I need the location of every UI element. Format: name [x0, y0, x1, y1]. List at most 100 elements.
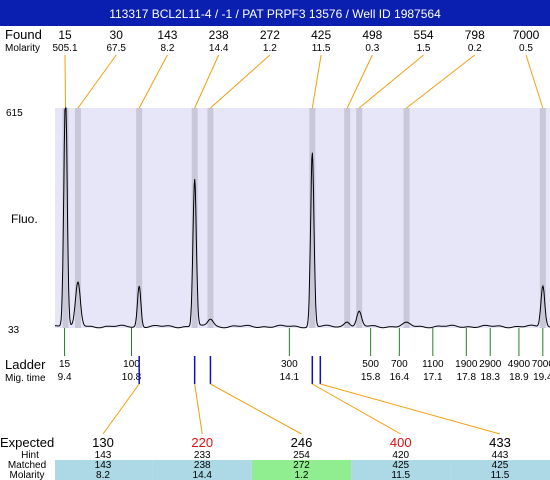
matched-molarity-value: 11.5 [391, 470, 410, 480]
peak-band [74, 108, 81, 328]
found-connector-line [525, 54, 544, 109]
hint-value: 233 [194, 450, 211, 461]
ladder-size-label: 1100 [422, 359, 444, 370]
matched-molarity-value: 1.2 [295, 470, 309, 480]
expected-size-label: 246 [291, 435, 313, 450]
hint-label: Hint [21, 450, 39, 461]
y-max-label: 615 [6, 108, 23, 119]
found-size-label: 143 [157, 28, 177, 42]
found-size-label: 425 [311, 28, 331, 42]
found-size-label: 238 [209, 28, 229, 42]
matched-cell-bg [152, 460, 252, 480]
found-molarity-label: 0.5 [519, 43, 533, 54]
found-connector-line [346, 54, 373, 109]
ladder-size-label: 300 [281, 359, 298, 370]
header-bar [0, 0, 550, 26]
found-molarity-label: 8.2 [160, 43, 174, 54]
matched-label: Matched [8, 460, 46, 471]
y-axis-label: Fluo. [11, 212, 38, 226]
found-size-label: 272 [260, 28, 280, 42]
ladder-size-label: 100 [123, 359, 140, 370]
molarity-label: Molarity [5, 43, 40, 54]
matched-molarity-value: 11.5 [491, 470, 510, 480]
found-connector-line [406, 54, 476, 109]
hint-value: 420 [392, 450, 409, 461]
found-molarity-label: 0.2 [468, 43, 482, 54]
plot-area [55, 108, 550, 328]
matched-value: 143 [95, 460, 112, 471]
expected-size-label: 400 [390, 435, 412, 450]
ladder-size-label: 4900 [508, 359, 531, 370]
found-molarity-label: 1.2 [263, 43, 277, 54]
found-connector-line [64, 54, 67, 109]
found-size-label: 7000 [513, 28, 540, 42]
matched-value: 272 [293, 460, 310, 471]
found-size-label: 798 [465, 28, 485, 42]
found-size-label: 554 [414, 28, 434, 42]
y-min-label: 33 [8, 325, 20, 336]
hint-value: 143 [95, 450, 112, 461]
expected-connector-line [312, 383, 401, 435]
peak-band [207, 108, 214, 328]
expected-connector-line [194, 383, 203, 435]
molarity-bottom-label: Molarity [9, 470, 44, 480]
ladder-size-label: 2900 [479, 359, 502, 370]
peak-band [62, 108, 69, 328]
found-connector-line [210, 54, 271, 109]
expected-connector-line [320, 383, 501, 435]
found-molarity-label: 0.3 [365, 43, 379, 54]
peak-band [309, 108, 316, 328]
ladder-time-label: 18.9 [509, 372, 529, 383]
peak-band [344, 108, 351, 328]
found-size-label: 30 [110, 28, 124, 42]
found-connector-line [138, 54, 168, 109]
ladder-time-label: 18.3 [480, 372, 500, 383]
matched-cell-bg [351, 460, 451, 480]
peak-band [356, 108, 363, 328]
matched-value: 238 [194, 460, 211, 471]
peak-band [403, 108, 410, 328]
ladder-time-label: 17.1 [423, 372, 443, 383]
found-molarity-label: 1.5 [417, 43, 431, 54]
ladder-size-label: 15 [59, 359, 71, 370]
found-molarity-label: 505.1 [52, 43, 77, 54]
found-molarity-label: 11.5 [312, 43, 331, 54]
found-size-label: 498 [362, 28, 382, 42]
ladder-size-label: 7000 [532, 359, 550, 370]
ladder-time-label: 17.8 [457, 372, 477, 383]
matched-cell-bg [251, 460, 352, 480]
peak-band [539, 108, 546, 328]
mig-time-label: Mig. time [5, 373, 46, 384]
ladder-time-label: 19.4 [533, 372, 550, 383]
ladder-label: Ladder [5, 357, 46, 372]
hint-value: 443 [492, 450, 509, 461]
found-molarity-label: 14.4 [209, 43, 229, 54]
ladder-size-label: 700 [391, 359, 408, 370]
peak-band [191, 108, 198, 328]
ladder-time-label: 9.4 [58, 372, 72, 383]
ladder-size-label: 1900 [455, 359, 478, 370]
expected-size-label: 130 [92, 435, 114, 450]
expected-connector-line [210, 383, 302, 435]
ladder-time-label: 10.8 [122, 372, 142, 383]
found-size-label: 15 [58, 28, 72, 42]
found-connector-line [358, 54, 424, 109]
ladder-time-label: 15.8 [361, 372, 381, 383]
chart-title: 113317 BCL2L11-4 / -1 / PAT PRPF3 13576 … [109, 7, 441, 21]
ladder-size-label: 500 [362, 359, 379, 370]
matched-value: 425 [492, 460, 509, 471]
ladder-time-label: 14.1 [280, 372, 300, 383]
expected-connector-line [102, 383, 140, 435]
ladder-time-label: 16.4 [390, 372, 410, 383]
found-connector-line [77, 54, 117, 109]
hint-value: 254 [293, 450, 310, 461]
matched-cell-bg [450, 460, 550, 480]
found-connector-line [311, 54, 322, 109]
matched-molarity-value: 8.2 [96, 470, 110, 480]
matched-value: 425 [392, 460, 409, 471]
expected-size-label: 433 [489, 435, 511, 450]
found-molarity-label: 67.5 [106, 43, 126, 54]
found-connector-line [194, 54, 220, 109]
peak-band [136, 108, 143, 328]
